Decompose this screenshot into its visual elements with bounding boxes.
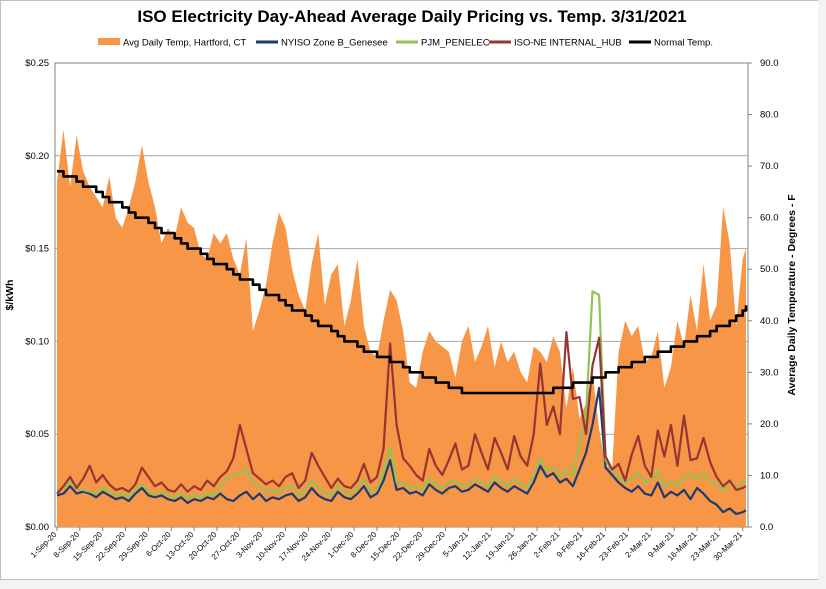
right-axis-ticks: 0.0 10.0 20.0 30.0 40.0 50.0 60.0 70.0 80.0 90.0: [748, 58, 779, 533]
right-tick-label: 40.0: [760, 316, 779, 327]
series-area-temperature: [57, 130, 746, 527]
legend-entry: Avg Daily Temp, Hartford, CT: [123, 38, 246, 49]
right-axis-label: Average Daily Temperature - Degrees - F: [786, 194, 798, 396]
right-tick-label: 80.0: [760, 110, 779, 121]
left-axis-label: $/kWh: [4, 280, 16, 311]
right-tick-label: 60.0: [760, 213, 779, 224]
right-tick-label: 0.0: [760, 522, 773, 533]
legend-entry: NYISO Zone B_Genesee: [281, 38, 388, 49]
left-tick-label: $0.25: [25, 58, 49, 69]
right-tick-label: 90.0: [760, 58, 779, 69]
price-lines-layer: [56, 170, 748, 516]
left-tick-label: $0.05: [25, 429, 49, 440]
series-line-nyiso-zone-b-genesee: [56, 386, 747, 516]
legend-entry: PJM_PENELEC: [421, 38, 490, 49]
sheet-bottom-edge: [0, 580, 826, 589]
temperature-area-layer: [57, 130, 746, 527]
right-tick-label: 30.0: [760, 367, 779, 378]
left-tick-label: $0.20: [25, 151, 49, 162]
left-axis-ticks: $0.00 $0.05 $0.10 $0.15 $0.20 $0.25: [25, 58, 49, 533]
right-tick-label: 20.0: [760, 419, 779, 430]
right-tick-label: 50.0: [760, 264, 779, 275]
left-tick-label: $0.00: [25, 522, 49, 533]
right-tick-label: 10.0: [760, 470, 779, 481]
legend: Avg Daily Temp, Hartford, CT NYISO Zone B…: [98, 38, 713, 49]
legend-swatch: [98, 38, 120, 45]
legend-entry: Normal Temp.: [654, 38, 713, 49]
series-line-iso-ne-internal-hub: [56, 331, 747, 495]
right-tick-label: 70.0: [760, 161, 779, 172]
chart-title: ISO Electricity Day-Ahead Average Daily …: [137, 7, 686, 26]
series-line-pjm-penelec: [56, 290, 747, 501]
left-tick-label: $0.15: [25, 244, 49, 255]
series-line-normal-temp: [57, 170, 748, 395]
sheet-edge: [818, 0, 826, 589]
legend-entry: ISO-NE INTERNAL_HUB: [514, 38, 622, 49]
left-tick-label: $0.10: [25, 336, 49, 347]
